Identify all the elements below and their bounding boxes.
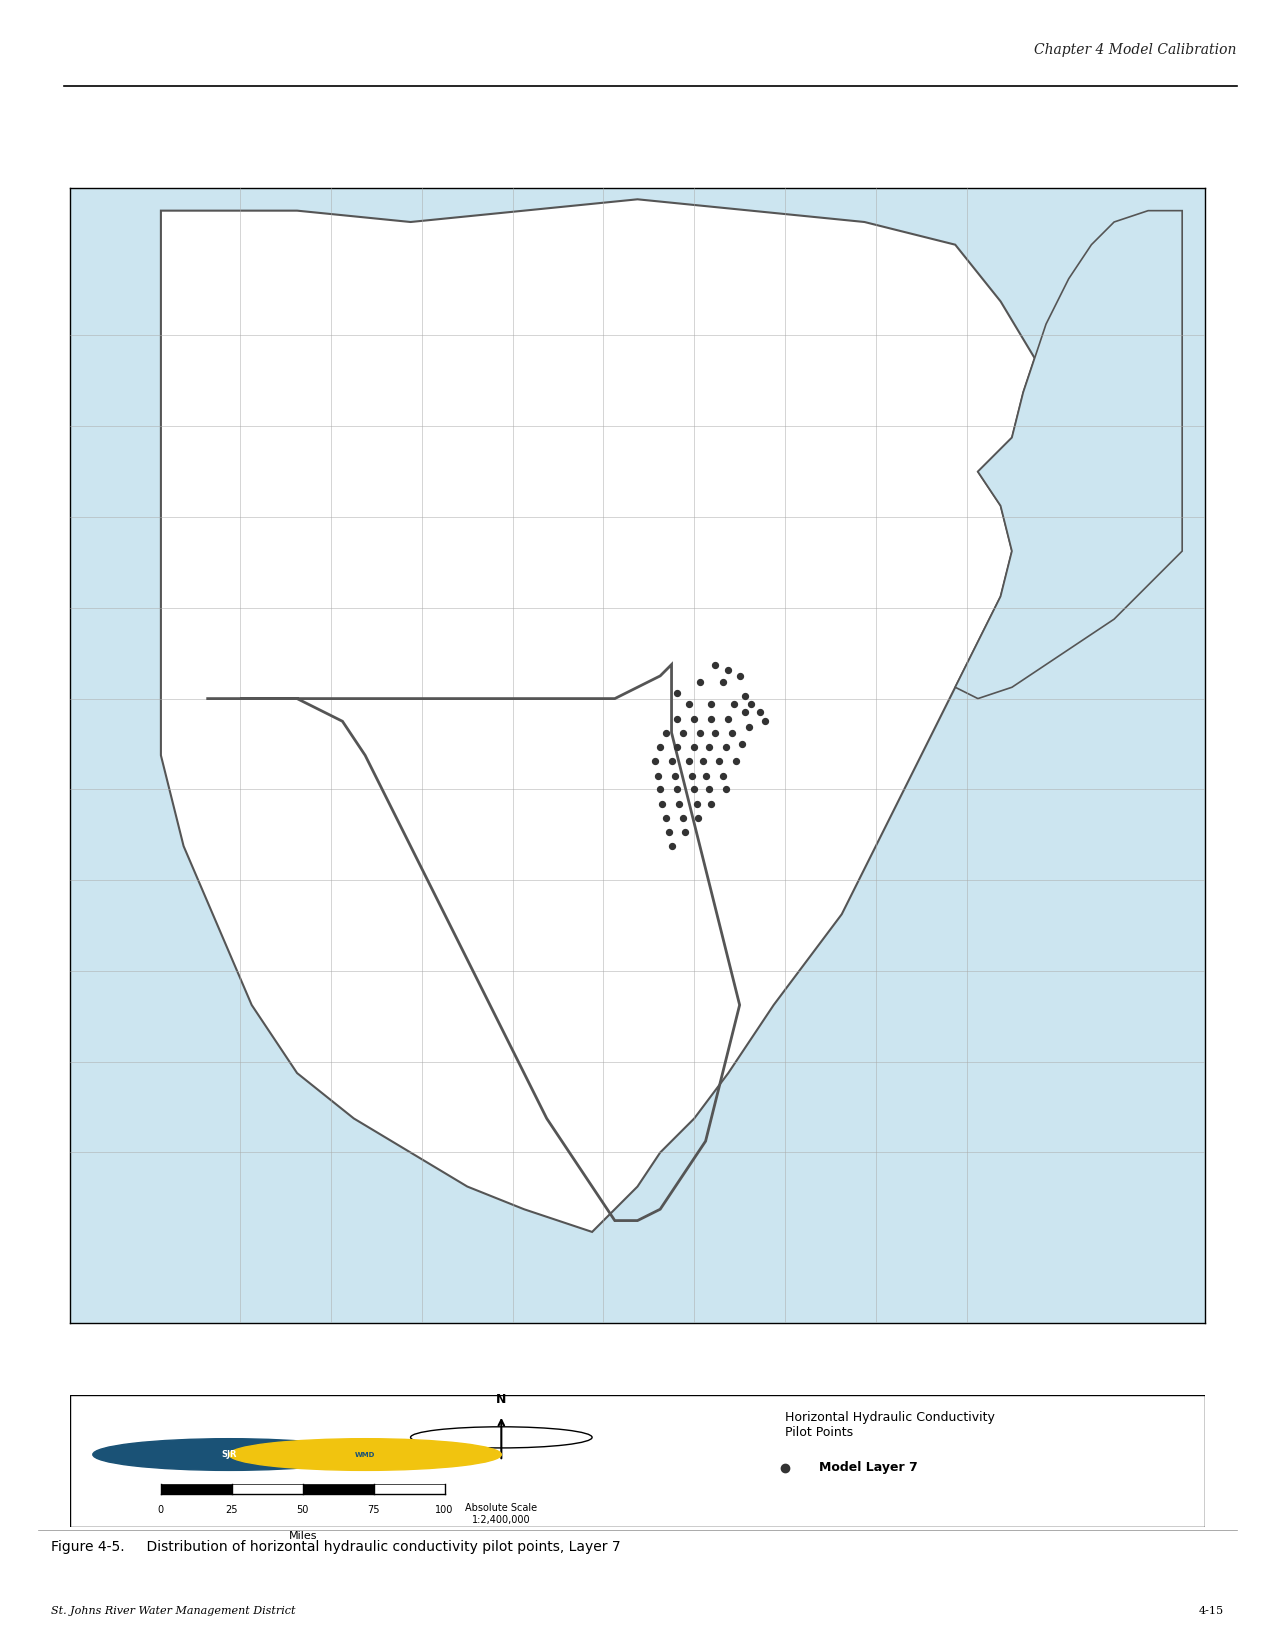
Text: St. Johns River Water Management District: St. Johns River Water Management Distric…	[51, 1606, 296, 1616]
Point	[678, 748, 699, 774]
Text: 4-15: 4-15	[1198, 1606, 1224, 1616]
Point	[655, 804, 676, 830]
Point	[667, 680, 687, 707]
Point	[667, 776, 687, 802]
Point	[690, 720, 710, 746]
Polygon shape	[161, 200, 1034, 1232]
Point	[673, 804, 694, 830]
Point	[715, 776, 736, 802]
Point	[686, 791, 706, 817]
Text: Chapter 4 Model Calibration: Chapter 4 Model Calibration	[1034, 43, 1237, 56]
Point	[678, 692, 699, 718]
Point	[722, 720, 742, 746]
Point	[674, 819, 695, 845]
Point	[667, 735, 687, 761]
Point	[736, 698, 756, 725]
Text: 75: 75	[367, 1504, 380, 1514]
Circle shape	[93, 1438, 365, 1471]
Point	[736, 684, 756, 710]
Point	[662, 832, 682, 859]
Point	[694, 748, 714, 774]
Point	[705, 720, 725, 746]
Text: WMD: WMD	[354, 1451, 375, 1458]
Point	[690, 669, 710, 695]
Point	[738, 713, 759, 740]
Point	[701, 791, 722, 817]
Point	[683, 776, 704, 802]
Point	[673, 720, 694, 746]
Point	[699, 776, 719, 802]
Point	[662, 748, 682, 774]
Point	[644, 748, 664, 774]
Point	[699, 735, 719, 761]
Point	[715, 735, 736, 761]
Point	[683, 707, 704, 733]
Point	[655, 720, 676, 746]
Text: 25: 25	[226, 1504, 238, 1514]
Point	[718, 707, 738, 733]
Point	[687, 804, 708, 830]
Text: 0: 0	[158, 1504, 164, 1514]
Point	[713, 669, 733, 695]
Point	[724, 692, 745, 718]
Point	[683, 735, 704, 761]
Point	[664, 763, 685, 789]
Point	[713, 763, 733, 789]
Point	[667, 707, 687, 733]
Text: Miles: Miles	[288, 1530, 317, 1540]
Point	[695, 763, 715, 789]
Point	[701, 692, 722, 718]
Point	[650, 776, 671, 802]
FancyBboxPatch shape	[70, 1395, 1205, 1527]
Point	[648, 763, 668, 789]
Point	[718, 657, 738, 684]
Point	[653, 791, 673, 817]
Point	[659, 819, 680, 845]
Point	[725, 748, 746, 774]
Text: N: N	[496, 1393, 506, 1405]
Text: 50: 50	[297, 1504, 309, 1514]
Point	[755, 708, 775, 735]
Text: Horizontal Hydraulic Conductivity
Pilot Points: Horizontal Hydraulic Conductivity Pilot …	[785, 1412, 994, 1440]
Text: SJR: SJR	[222, 1450, 237, 1459]
Text: Absolute Scale
1:2,400,000: Absolute Scale 1:2,400,000	[465, 1502, 537, 1526]
Polygon shape	[161, 1038, 353, 1232]
Point	[729, 662, 750, 688]
Point	[669, 791, 690, 817]
Point	[732, 731, 752, 758]
Text: Model Layer 7: Model Layer 7	[819, 1461, 918, 1474]
Polygon shape	[955, 211, 1182, 698]
Point	[650, 735, 671, 761]
Text: 100: 100	[435, 1504, 454, 1514]
Point	[701, 707, 722, 733]
Point	[750, 698, 770, 725]
Point	[705, 652, 725, 679]
Point	[682, 763, 703, 789]
Point	[741, 692, 761, 718]
Text: Figure 4-5.     Distribution of horizontal hydraulic conductivity pilot points, : Figure 4-5. Distribution of horizontal h…	[51, 1540, 621, 1554]
Circle shape	[230, 1438, 501, 1471]
Point	[709, 748, 729, 774]
